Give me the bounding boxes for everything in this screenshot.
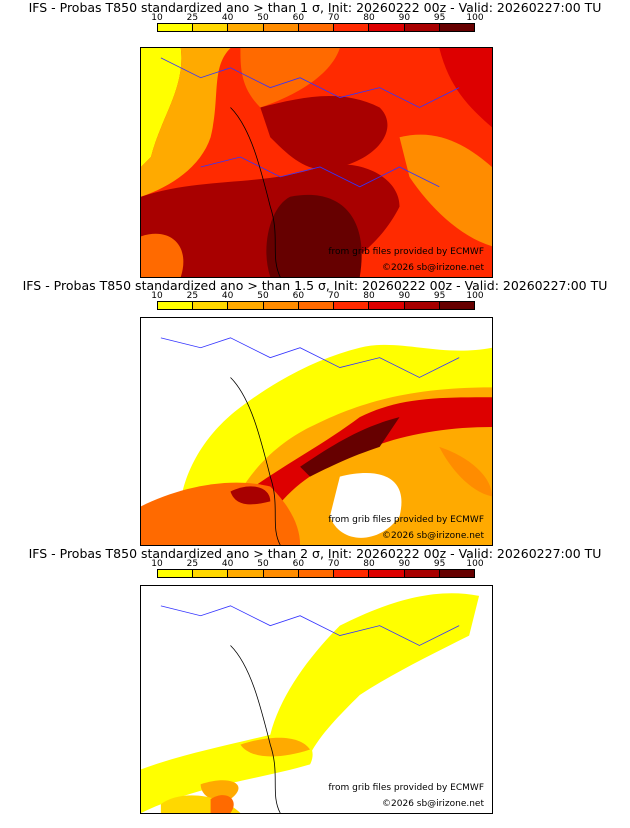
colorbar xyxy=(157,301,475,310)
colorbar-tick-label: 70 xyxy=(327,13,340,23)
colorbar-swatch xyxy=(404,570,440,577)
colorbar-swatch xyxy=(439,24,474,31)
colorbar-tick-label: 25 xyxy=(186,291,199,301)
colorbar-swatch xyxy=(439,302,474,309)
colorbar xyxy=(157,569,475,578)
colorbar-swatch xyxy=(334,570,370,577)
colorbar-ticks: 10 25 40 50 60 70 80 90 95 100 xyxy=(151,559,483,569)
colorbar-tick-label: 50 xyxy=(257,559,269,569)
colorbar-tick-label: 10 xyxy=(151,559,163,569)
copyright-text: ©2026 sb@irizone.net xyxy=(382,531,484,541)
colorbar-tick-label: 80 xyxy=(363,13,375,23)
colorbar-swatch xyxy=(193,24,229,31)
colorbar-tick-label: 100 xyxy=(466,559,484,569)
colorbar-swatch xyxy=(228,302,264,309)
colorbar-tick-label: 100 xyxy=(466,13,484,23)
colorbar-tick-label: 90 xyxy=(398,291,411,301)
probability-map: from grib files provided by ECMWF ©2026 … xyxy=(140,317,493,546)
colorbar-swatch xyxy=(193,302,229,309)
colorbar-swatch xyxy=(158,570,194,577)
colorbar-tick-label: 80 xyxy=(363,291,375,301)
colorbar-swatch xyxy=(158,302,194,309)
colorbar-tick-label: 40 xyxy=(221,291,234,301)
colorbar-tick-label: 70 xyxy=(327,559,340,569)
colorbar-tick-label: 95 xyxy=(433,13,446,23)
colorbar-swatch xyxy=(369,570,405,577)
colorbar-swatch xyxy=(404,302,440,309)
colorbar-tick-label: 60 xyxy=(292,291,305,301)
panel-title: IFS - Probas T850 standardized ano > tha… xyxy=(22,278,608,293)
colorbar-tick-label: 40 xyxy=(221,559,234,569)
colorbar-swatch xyxy=(263,570,299,577)
colorbar-swatch xyxy=(334,24,370,31)
credit-text: from grib files provided by ECMWF xyxy=(328,783,484,793)
colorbar-tick-label: 10 xyxy=(151,291,163,301)
colorbar-tick-label: 95 xyxy=(433,291,446,301)
colorbar-tick-label: 80 xyxy=(363,559,375,569)
colorbar-swatch xyxy=(439,570,474,577)
colorbar-tick-label: 40 xyxy=(221,13,234,23)
probability-map: from grib files provided by ECMWF ©2026 … xyxy=(140,585,493,814)
colorbar-tick-label: 10 xyxy=(151,13,163,23)
colorbar-tick-label: 50 xyxy=(257,291,269,301)
colorbar-swatch xyxy=(228,570,264,577)
colorbar-swatch xyxy=(369,24,405,31)
colorbar-tick-label: 25 xyxy=(186,13,199,23)
probability-map: from grib files provided by ECMWF ©2026 … xyxy=(140,47,493,278)
colorbar-tick-label: 90 xyxy=(398,13,411,23)
panel-title: IFS - Probas T850 standardized ano > tha… xyxy=(28,0,602,15)
credit-text: from grib files provided by ECMWF xyxy=(328,247,484,257)
colorbar xyxy=(157,23,475,32)
colorbar-tick-label: 25 xyxy=(186,559,199,569)
colorbar-tick-label: 50 xyxy=(257,13,269,23)
colorbar-tick-label: 90 xyxy=(398,559,411,569)
colorbar-swatch xyxy=(158,24,194,31)
colorbar-tick-label: 60 xyxy=(292,559,305,569)
map-panel-1-5sigma: IFS - Probas T850 standardized ano > tha… xyxy=(0,278,630,548)
colorbar-tick-label: 100 xyxy=(466,291,484,301)
colorbar-swatch xyxy=(404,24,440,31)
colorbar-tick-label: 70 xyxy=(327,291,340,301)
map-panel-1sigma: IFS - Probas T850 standardized ano > tha… xyxy=(0,0,630,278)
colorbar-swatch xyxy=(298,24,335,31)
colorbar-tick-label: 60 xyxy=(292,13,305,23)
map-panel-2sigma: IFS - Probas T850 standardized ano > tha… xyxy=(0,546,630,816)
colorbar-swatch xyxy=(228,24,264,31)
colorbar-swatch xyxy=(298,302,335,309)
colorbar-swatch xyxy=(193,570,229,577)
colorbar-swatch xyxy=(263,24,299,31)
colorbar-ticks: 10 25 40 50 60 70 80 90 95 100 xyxy=(151,291,483,301)
colorbar-swatch xyxy=(334,302,370,309)
colorbar-swatch xyxy=(369,302,405,309)
panel-title: IFS - Probas T850 standardized ano > tha… xyxy=(28,546,602,561)
credit-text: from grib files provided by ECMWF xyxy=(328,515,484,525)
copyright-text: ©2026 sb@irizone.net xyxy=(382,263,484,273)
colorbar-swatch xyxy=(263,302,299,309)
colorbar-ticks: 10 25 40 50 60 70 80 90 95 100 xyxy=(151,13,483,23)
colorbar-tick-label: 95 xyxy=(433,559,446,569)
colorbar-swatch xyxy=(298,570,335,577)
copyright-text: ©2026 sb@irizone.net xyxy=(382,799,484,809)
